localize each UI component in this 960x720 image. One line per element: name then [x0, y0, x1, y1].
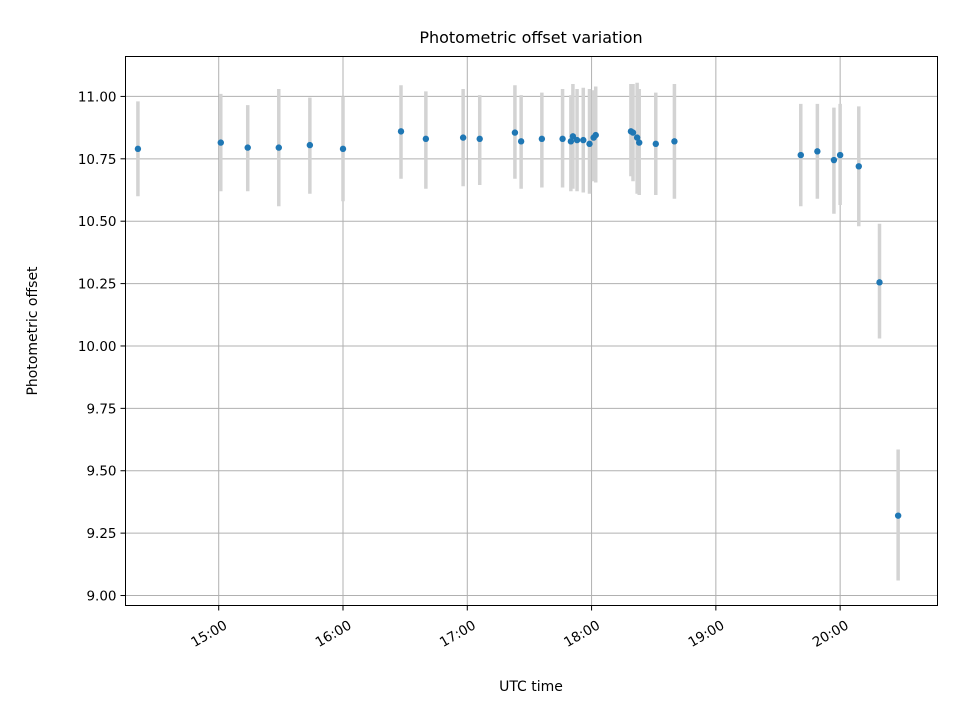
data-point [592, 131, 599, 139]
data-point [134, 145, 142, 153]
data-point [217, 139, 224, 146]
data-point [586, 140, 593, 148]
data-point [573, 136, 581, 144]
data-point [422, 135, 430, 143]
y-axis-label: Photometric offset [25, 266, 41, 396]
grid [125, 56, 938, 606]
data-points [134, 128, 902, 519]
data-point [629, 129, 637, 136]
x-axis-label: UTC time [499, 679, 563, 695]
data-point [511, 129, 519, 136]
data-point [636, 139, 643, 146]
data-point [836, 151, 844, 159]
y-tick-label: 9.00 [86, 589, 116, 605]
data-point [633, 134, 641, 141]
y-tick-label: 10.25 [78, 277, 117, 293]
data-point [306, 141, 314, 149]
y-tick-label: 11.00 [78, 89, 117, 105]
data-point [814, 148, 821, 155]
data-point [671, 138, 678, 145]
data-point [459, 134, 467, 141]
data-point [476, 135, 483, 143]
data-point [830, 156, 838, 164]
y-tick-label: 9.75 [86, 401, 116, 417]
y-tick-label: 10.50 [78, 214, 117, 230]
data-point [580, 136, 587, 144]
data-point [275, 144, 282, 151]
data-point [339, 145, 347, 153]
data-point [855, 163, 862, 170]
data-point [397, 128, 405, 135]
y-tick-label: 9.25 [86, 526, 116, 542]
data-point [652, 140, 659, 148]
data-point [559, 135, 566, 143]
data-point [517, 138, 525, 145]
y-tick-label: 10.75 [78, 152, 117, 168]
plot-frame [125, 56, 938, 606]
y-tick-label: 9.50 [86, 464, 116, 480]
data-point [567, 138, 575, 145]
data-point [569, 133, 577, 140]
data-point [876, 279, 883, 286]
data-point [894, 512, 902, 519]
chart-title: Photometric offset variation [419, 28, 642, 47]
data-point [244, 144, 251, 151]
y-tick-label: 10.00 [78, 339, 117, 355]
data-point [538, 135, 546, 143]
data-point [797, 151, 804, 159]
